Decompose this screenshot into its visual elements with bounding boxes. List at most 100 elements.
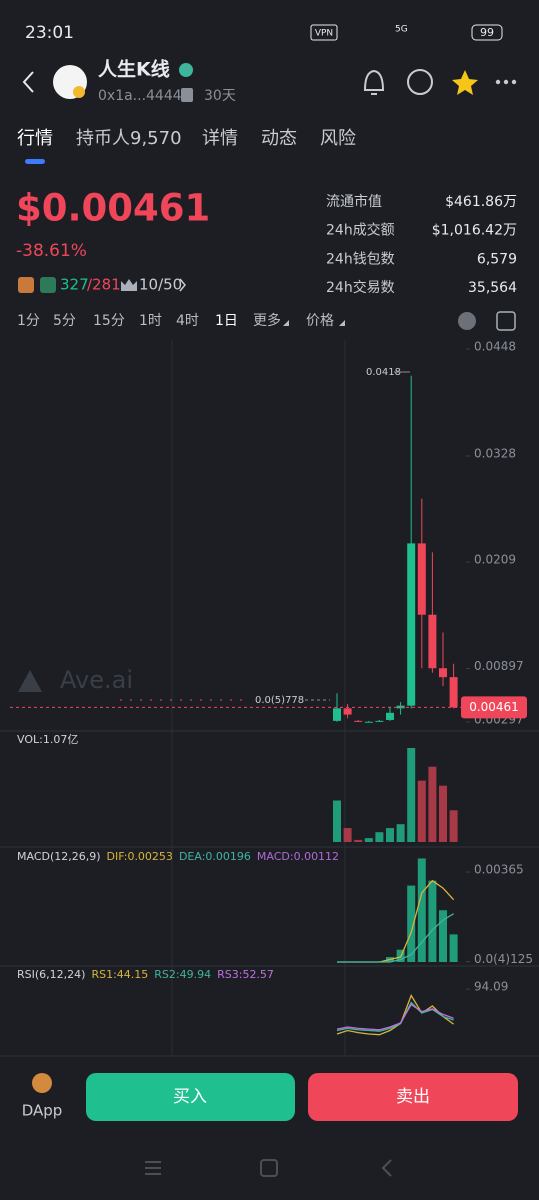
holders-count: 10/50 xyxy=(139,276,182,294)
legend-entry: DIF:0.00253 xyxy=(107,850,173,863)
dapp-label[interactable]: DApp xyxy=(22,1102,63,1120)
timeframe[interactable]: 4时 xyxy=(176,313,199,329)
indicator-title: RSI(6,12,24) xyxy=(17,968,85,981)
more-button[interactable] xyxy=(495,79,517,85)
y-tick-label: 0.00897 xyxy=(474,659,524,673)
macd-bar xyxy=(417,858,426,962)
favorite-button[interactable] xyxy=(452,70,478,95)
candle-body xyxy=(343,708,352,715)
buy-label[interactable]: 买入 xyxy=(173,1087,207,1107)
indicator-line xyxy=(337,913,454,963)
watermark: Ave.ai xyxy=(60,666,133,694)
last-price-tag xyxy=(461,696,527,719)
low-label: 0.0(5)778 xyxy=(255,695,304,706)
dropdown-arrow xyxy=(339,320,345,326)
battery-label: 99 xyxy=(480,26,494,39)
tab-indicator xyxy=(25,159,45,164)
tab-bar: 行情 持币人9,570 详情 动态 风险 xyxy=(17,128,356,149)
vpn-label: VPN xyxy=(315,29,333,39)
high-label: 0.0418 xyxy=(366,367,401,378)
timeframe[interactable]: 1分 xyxy=(17,313,40,329)
nav-menu[interactable] xyxy=(145,1161,161,1175)
indicator-line xyxy=(336,1001,454,1032)
stat-label: 24h交易数 xyxy=(326,279,395,296)
chevron[interactable] xyxy=(179,278,186,292)
tab[interactable]: 动态 xyxy=(261,128,297,149)
buy-count: 327 xyxy=(60,276,89,294)
macd-bar xyxy=(407,885,416,962)
back-button[interactable] xyxy=(22,71,34,93)
timeframe[interactable]: 15分 xyxy=(93,313,125,329)
timeframe[interactable]: 1日 xyxy=(215,313,238,329)
watermark-logo xyxy=(18,670,42,692)
stat-label: 24h钱包数 xyxy=(326,251,395,267)
timeframe[interactable]: 1时 xyxy=(139,313,162,329)
stat-label: 24h成交额 xyxy=(326,222,395,239)
indicator-button[interactable] xyxy=(458,312,476,330)
legend-entry: MACD:0.00112 xyxy=(257,850,339,863)
clock: 23:01 xyxy=(25,23,74,43)
timeframe[interactable]: 5分 xyxy=(53,313,76,329)
stat-value: 6,579 xyxy=(477,251,517,267)
y-tick-label: 0.0328 xyxy=(474,447,516,461)
y-tick-label: 0.0(4)125 xyxy=(474,952,533,966)
price: $0.00461 xyxy=(16,187,210,230)
macd-bar xyxy=(428,880,437,962)
copy-button[interactable] xyxy=(181,88,193,102)
stat-label: 流通市值 xyxy=(326,193,382,210)
volume-bar xyxy=(333,800,341,842)
timeframe[interactable]: 价格 xyxy=(306,313,334,329)
sell-label[interactable]: 卖出 xyxy=(396,1087,430,1107)
stat-value: 35,564 xyxy=(468,280,517,296)
dapp-icon[interactable] xyxy=(32,1073,52,1093)
indicator-title: MACD(12,26,9) xyxy=(17,850,101,863)
nav-home[interactable] xyxy=(260,1159,278,1177)
volume-bar xyxy=(396,824,405,842)
timeframe[interactable]: 更多 xyxy=(253,312,281,329)
gauge-button[interactable] xyxy=(407,69,433,95)
sell-count: /281 xyxy=(87,276,121,294)
candle-body xyxy=(449,677,458,708)
indicator-line xyxy=(336,1003,454,1031)
candle-body xyxy=(428,614,437,669)
candle-body xyxy=(439,668,447,678)
candle-body xyxy=(364,721,373,723)
y-tick-label: 0.00365 xyxy=(474,863,524,877)
volume-bar xyxy=(354,839,363,842)
legend-entry: RS3:52.57 xyxy=(217,968,274,981)
tab[interactable]: 详情 xyxy=(202,128,238,149)
legend-entry: RS2:49.94 xyxy=(154,968,211,981)
tab[interactable]: 风险 xyxy=(320,128,356,149)
battery-box xyxy=(471,24,503,41)
chain-badge xyxy=(73,86,85,98)
last-price-label: 0.00461 xyxy=(469,700,519,714)
price-change: -38.61% xyxy=(16,241,87,261)
alert-button[interactable] xyxy=(363,69,385,95)
tab[interactable]: 行情 xyxy=(17,128,53,149)
volume-bar xyxy=(386,828,394,842)
volume-bar xyxy=(428,766,437,842)
y-tick-label: 0.0448 xyxy=(474,340,516,354)
candle-body xyxy=(407,543,416,706)
settings-button[interactable] xyxy=(496,311,516,331)
token-age: 30天 xyxy=(204,88,236,104)
token-title: 人生K线 xyxy=(98,58,170,81)
y-tick-label: 94.09 xyxy=(474,980,508,994)
candle-body xyxy=(417,543,426,615)
crown-icon xyxy=(121,279,137,291)
network-label: 5G xyxy=(395,25,408,35)
volume-bar xyxy=(375,832,384,842)
buy-button[interactable] xyxy=(86,1073,295,1121)
candle-body xyxy=(386,712,394,720)
volume-bar xyxy=(449,810,458,842)
badge-icon xyxy=(18,277,34,293)
y-tick-label: 0.0209 xyxy=(474,553,516,567)
badge-icon xyxy=(40,277,56,293)
nav-back[interactable] xyxy=(381,1159,392,1177)
sell-button[interactable] xyxy=(308,1073,518,1121)
volume-bar xyxy=(407,748,416,842)
candle-body xyxy=(375,720,384,722)
tab[interactable]: 持币人9,570 xyxy=(76,128,182,149)
